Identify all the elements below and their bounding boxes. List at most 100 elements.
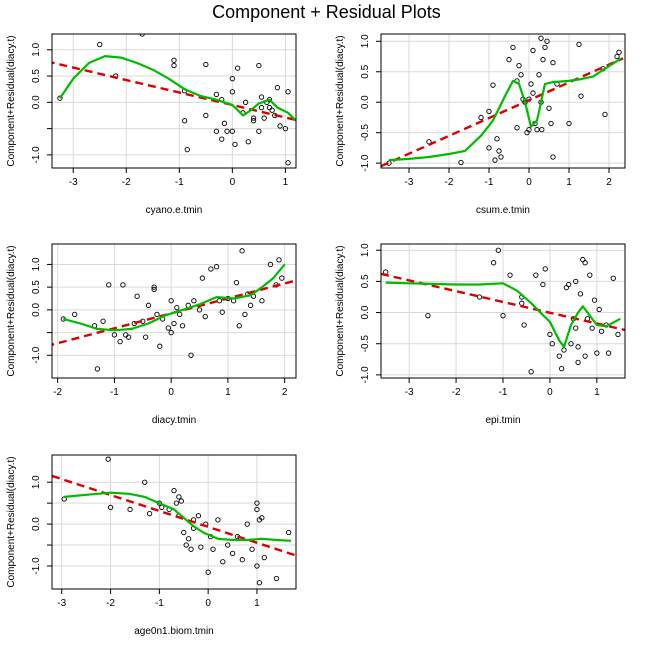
data-point	[516, 63, 522, 69]
panel-3: -2 -1 0 1 2 -1.0 0.0 0.5 1.0 diacy.tmin Component+…	[6, 243, 297, 426]
data-point	[578, 93, 584, 99]
y-tick-label: 1.0	[31, 475, 42, 489]
data-point	[229, 550, 236, 557]
data-point	[546, 105, 552, 111]
x-tick-label: 0	[547, 387, 553, 398]
x-tick-label: -1	[155, 598, 164, 609]
x-tick-label: 0	[230, 177, 236, 188]
data-point	[208, 266, 214, 272]
data-point	[242, 311, 248, 318]
data-point	[245, 139, 251, 145]
data-point	[256, 580, 263, 586]
data-point	[514, 125, 520, 131]
data-point	[105, 456, 111, 462]
data-point	[486, 108, 492, 115]
data-point	[258, 104, 265, 111]
linear-fit-line	[381, 57, 624, 168]
plot-area	[52, 248, 296, 372]
data-point	[210, 546, 216, 552]
data-point	[538, 35, 544, 41]
data-point	[269, 107, 275, 113]
data-point	[219, 309, 225, 315]
data-point	[559, 366, 565, 372]
y-tick-label: -1.0	[31, 346, 42, 364]
data-point	[127, 506, 133, 513]
x-tick-label: -3	[69, 177, 78, 188]
data-point	[573, 325, 579, 331]
data-point	[183, 542, 189, 548]
data-point	[496, 148, 502, 154]
data-point	[534, 126, 540, 133]
data-point	[107, 504, 114, 510]
x-tick-label: -2	[122, 177, 131, 188]
y-tick-label: -1.0	[31, 557, 42, 575]
data-point	[249, 546, 255, 552]
data-point	[536, 72, 542, 78]
y-tick-label: 0.5	[360, 64, 371, 78]
x-tick-label: -3	[405, 387, 414, 398]
x-tick-label: 0	[526, 177, 532, 188]
y-tick-label: 1.0	[360, 243, 371, 257]
data-point	[458, 159, 464, 166]
data-point	[57, 95, 63, 101]
y-tick-label: 0.5	[31, 69, 42, 83]
panel-frame	[51, 243, 297, 379]
data-point	[236, 323, 242, 329]
data-point	[151, 286, 157, 293]
linear-fit-line	[52, 61, 296, 122]
data-point	[476, 294, 483, 300]
data-point	[219, 136, 225, 142]
data-point	[542, 44, 548, 51]
data-point	[548, 120, 554, 127]
grid	[52, 244, 296, 378]
x-axis-label: cyano.e.tmin	[146, 205, 203, 216]
data-point	[266, 104, 273, 111]
data-point	[530, 47, 536, 54]
data-point	[72, 311, 78, 318]
data-point	[171, 487, 177, 494]
smooth-line	[64, 491, 292, 542]
data-point	[215, 517, 221, 523]
data-point	[519, 300, 525, 306]
data-point	[224, 128, 230, 134]
data-point	[575, 344, 581, 350]
figure-title: Component + Residual Plots	[212, 2, 441, 22]
plot-area	[381, 247, 625, 375]
x-axis-label: csum.e.tmin	[476, 205, 530, 216]
data-point	[157, 343, 163, 349]
x-tick-label: 2	[282, 387, 288, 398]
data-point	[202, 314, 208, 320]
data-point	[547, 331, 553, 338]
data-point	[250, 118, 257, 124]
x-axis-label: age0n1.biom.tmin	[134, 626, 214, 637]
data-point	[154, 311, 160, 318]
data-point	[518, 72, 524, 78]
x-tick-label: 1	[283, 177, 289, 188]
data-point	[171, 320, 177, 327]
data-point	[582, 353, 588, 359]
data-point	[244, 521, 250, 527]
y-tick-label: 0.0	[31, 95, 42, 109]
data-point	[568, 341, 574, 347]
data-point	[146, 510, 153, 517]
data-point	[563, 284, 569, 291]
data-point	[254, 500, 260, 506]
panel-frame	[380, 33, 626, 169]
data-point	[258, 94, 265, 100]
data-point	[594, 350, 600, 356]
data-point	[188, 352, 194, 358]
data-point	[286, 529, 292, 536]
data-point	[576, 41, 582, 48]
data-point	[573, 278, 579, 285]
data-point	[282, 125, 289, 132]
smooth-line	[385, 281, 621, 348]
data-point	[229, 128, 235, 134]
data-point	[273, 575, 280, 582]
data-point	[539, 126, 545, 133]
x-tick-label: -2	[53, 387, 62, 398]
data-point	[530, 90, 536, 96]
data-point	[181, 118, 188, 124]
data-point	[256, 62, 262, 69]
data-point	[495, 247, 501, 253]
